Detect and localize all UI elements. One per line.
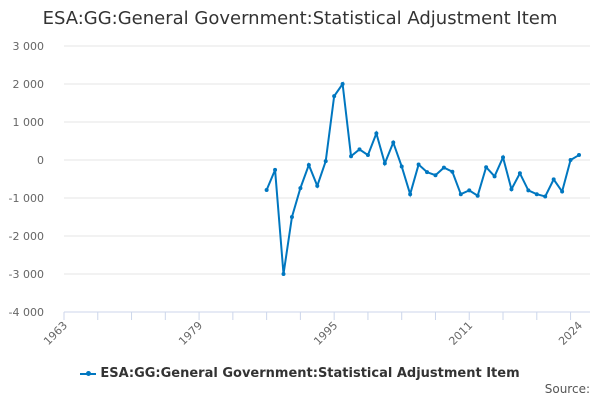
series-line — [265, 81, 580, 275]
data-point — [349, 154, 354, 159]
y-tick-label: 2 000 — [13, 78, 45, 91]
data-point — [450, 169, 455, 174]
data-point — [416, 162, 421, 167]
data-point — [467, 188, 472, 193]
data-point — [425, 170, 430, 175]
data-point — [534, 192, 539, 197]
data-point — [281, 272, 286, 276]
y-tick-label: -3 000 — [9, 268, 44, 281]
data-point — [441, 165, 446, 170]
data-point — [568, 158, 573, 162]
x-tick-label: 1995 — [311, 319, 340, 348]
data-point — [289, 215, 294, 219]
y-tick-label: -1 000 — [9, 192, 44, 205]
data-point — [374, 131, 379, 136]
legend-label: ESA:GG:General Government:Statistical Ad… — [100, 366, 520, 381]
source-label: Source: — [544, 382, 590, 396]
data-point — [577, 153, 581, 158]
data-point — [357, 147, 362, 152]
data-point — [365, 153, 370, 158]
legend-item[interactable]: ESA:GG:General Government:Statistical Ad… — [0, 366, 600, 381]
data-point — [332, 94, 337, 99]
data-point — [526, 188, 531, 193]
x-tick-label: 1963 — [41, 319, 70, 348]
data-point — [264, 188, 269, 193]
data-point — [340, 82, 345, 86]
x-tick-label: 1979 — [176, 319, 205, 348]
data-point — [484, 165, 489, 170]
data-point — [458, 192, 463, 197]
data-point — [408, 192, 413, 197]
y-tick-label: -4 000 — [9, 306, 44, 319]
data-point — [382, 161, 387, 166]
y-tick-label: 0 — [37, 154, 44, 167]
y-tick-label: -2 000 — [9, 230, 44, 243]
data-point — [517, 171, 522, 176]
y-tick-label: 1 000 — [13, 116, 45, 129]
data-point — [433, 173, 438, 178]
data-point — [551, 177, 556, 182]
data-point — [315, 183, 320, 188]
data-point — [399, 164, 404, 169]
x-tick-label: 2011 — [446, 319, 475, 348]
data-point — [391, 140, 396, 145]
data-point — [501, 155, 506, 160]
data-point — [323, 159, 328, 164]
data-point — [298, 186, 303, 191]
y-tick-label: 3 000 — [13, 40, 45, 53]
x-tick-label: 2024 — [556, 319, 585, 348]
data-point — [306, 162, 311, 167]
data-point — [273, 167, 278, 172]
data-point — [509, 187, 514, 192]
legend-swatch — [80, 370, 97, 376]
chart-title: ESA:GG:General Government:Statistical Ad… — [42, 8, 558, 29]
data-point — [543, 194, 548, 199]
data-point — [475, 193, 480, 198]
data-point — [560, 189, 565, 194]
data-point — [492, 174, 497, 179]
